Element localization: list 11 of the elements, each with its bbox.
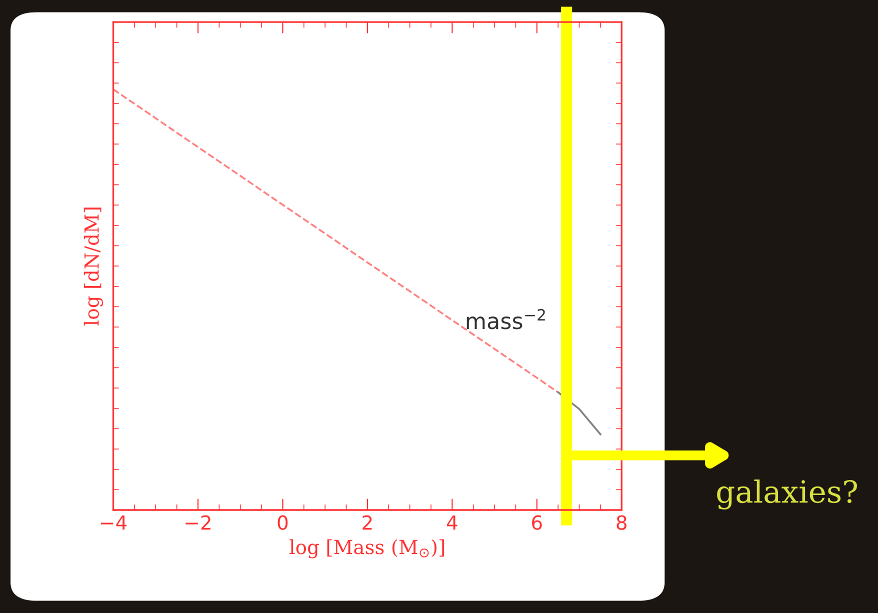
x-tick-label: −2	[186, 515, 210, 530]
y-axis-title: log [dN/dM]	[84, 208, 103, 326]
x-tick-label: 6	[532, 515, 542, 530]
x-tick-label: 0	[278, 515, 288, 530]
x-tick-label: −4	[100, 515, 126, 530]
x-tick-label: 2	[362, 515, 372, 530]
x-axis-title: log [Mass (M$_{⊙}$)]	[290, 539, 444, 558]
annotation: mass$^{−2}$	[466, 308, 545, 330]
x-tick-label: 4	[446, 515, 458, 530]
x-tick-label: 8	[616, 515, 626, 530]
text: galaxies?	[717, 479, 858, 510]
